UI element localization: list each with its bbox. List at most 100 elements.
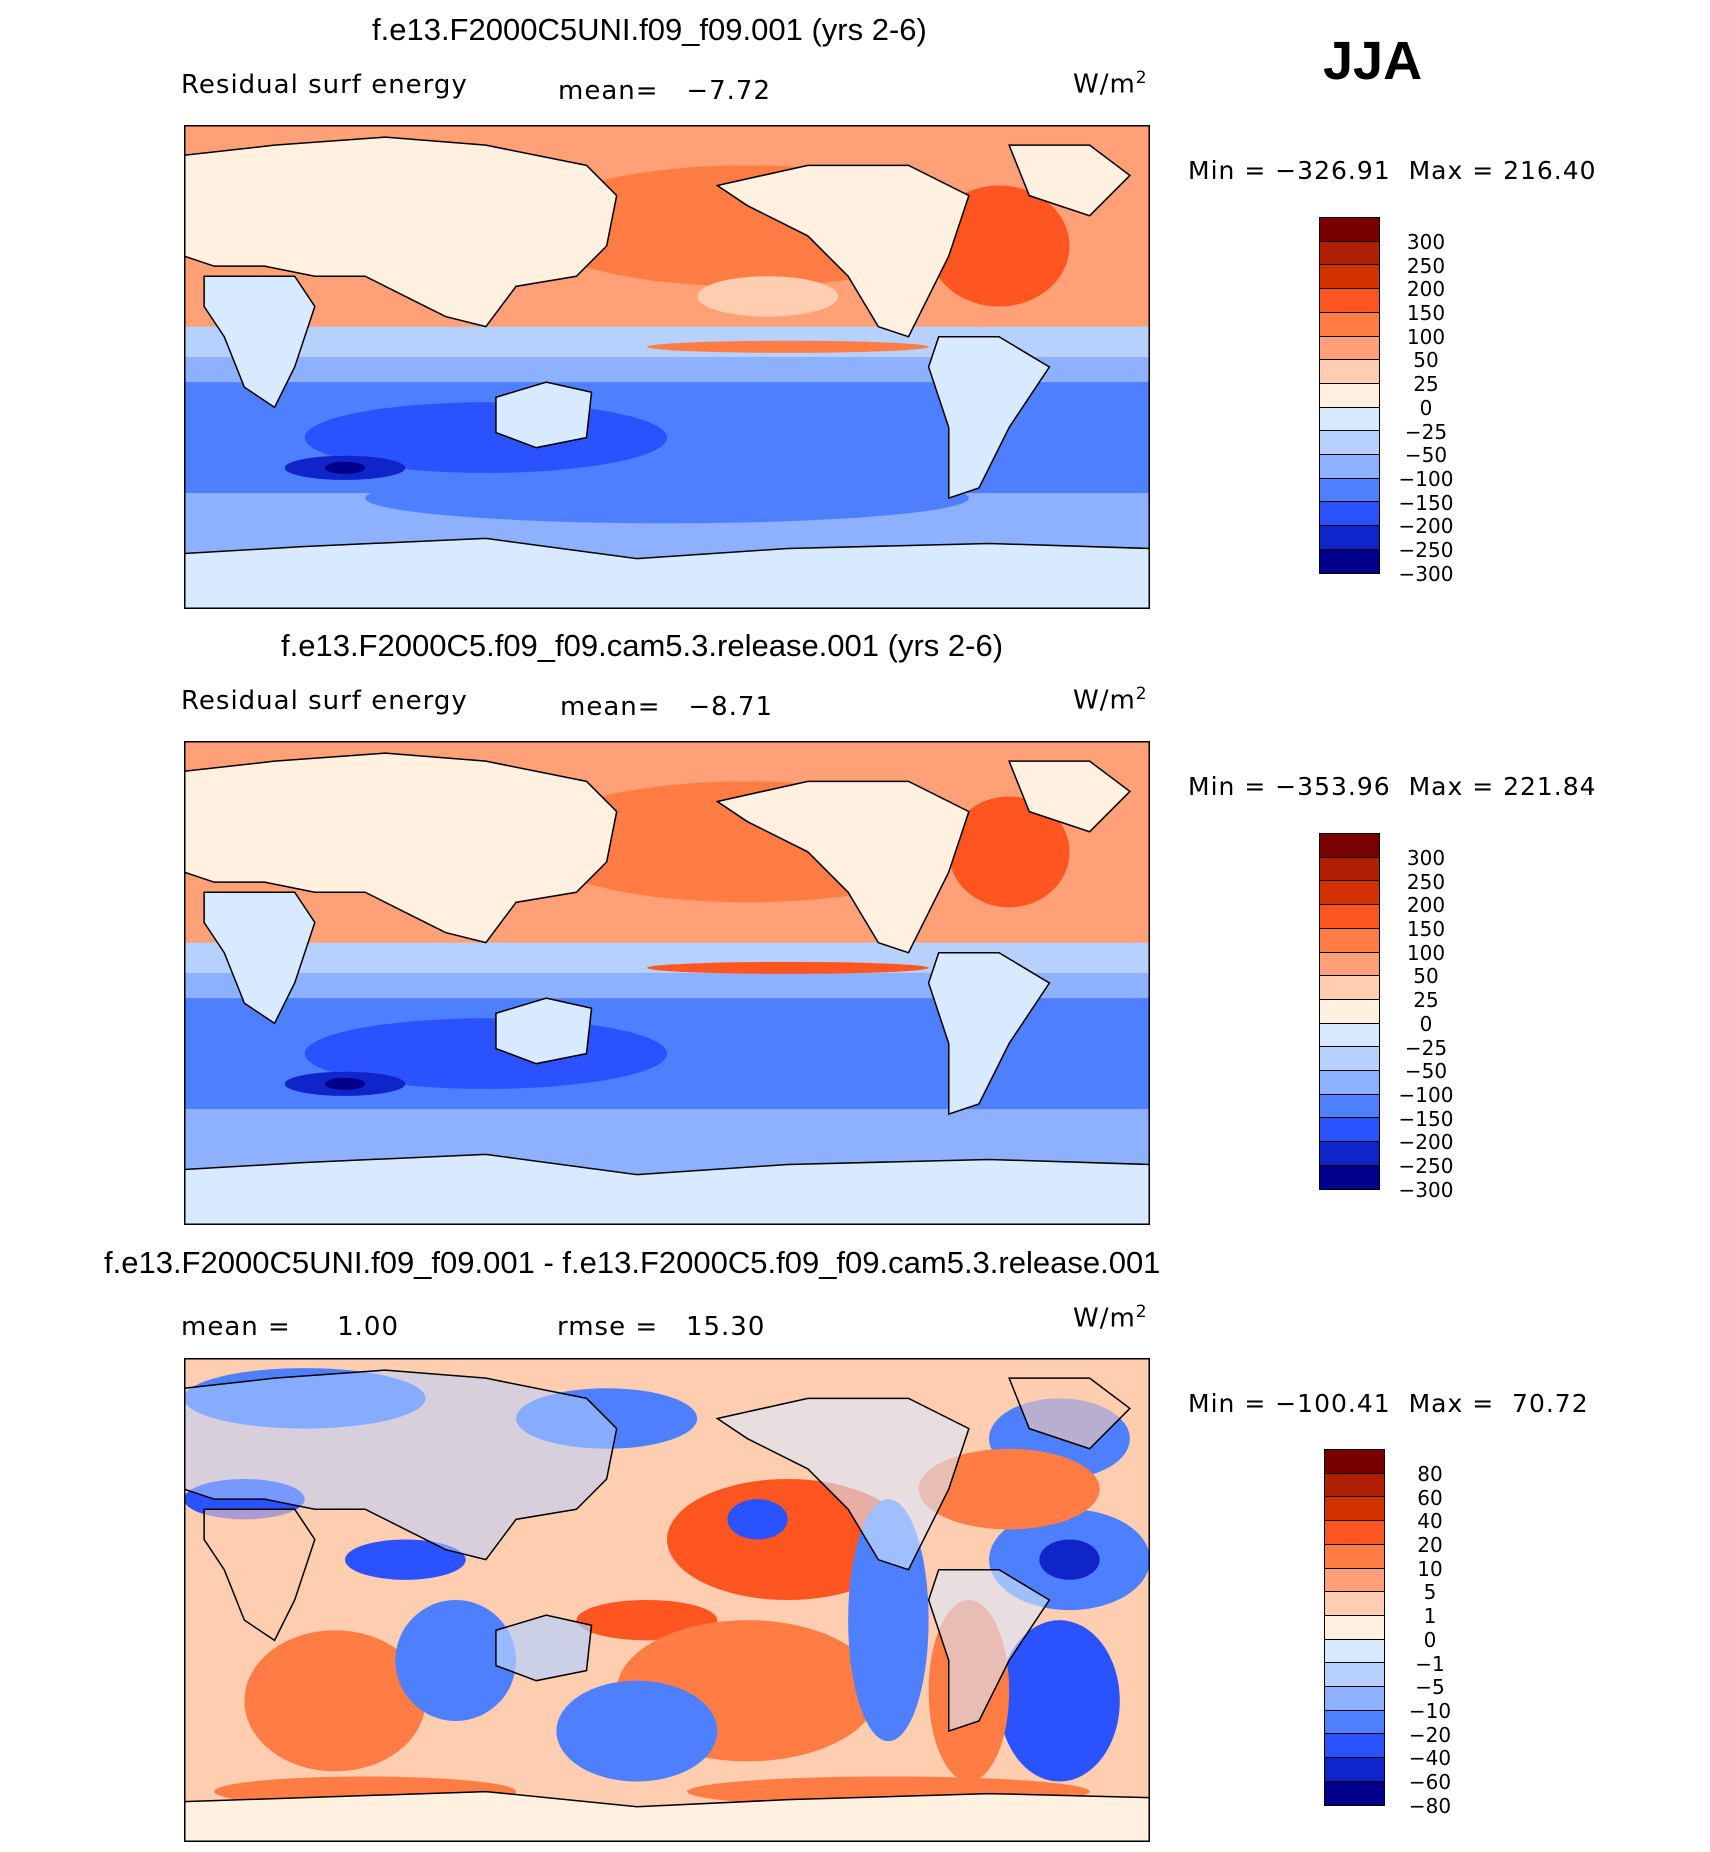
panel1-tick: −300 <box>1398 562 1454 586</box>
panel2-tick: −200 <box>1398 1130 1454 1154</box>
panel3-colorbar-box-4 <box>1324 1543 1385 1570</box>
panel2-mean-label: mean= <box>560 692 661 722</box>
panel3-tick: −40 <box>1408 1746 1452 1770</box>
panel1-tick: −50 <box>1404 443 1448 467</box>
panel3-tick: −10 <box>1408 1699 1452 1723</box>
panel3-colorbar-box-3 <box>1324 1520 1385 1546</box>
panel3-minmax: Min = −100.41 Max = 70.72 <box>1188 1389 1589 1418</box>
panel1-tick: −100 <box>1398 467 1454 491</box>
panel2-max-value: 221.84 <box>1503 772 1597 801</box>
panel2-tick: −150 <box>1398 1107 1454 1131</box>
panel3-title: f.e13.F2000C5UNI.f09_f09.001 - f.e13.F20… <box>104 1245 1161 1280</box>
panel3-tick: 40 <box>1417 1509 1443 1533</box>
panel2-variable: Residual surf energy <box>181 686 468 716</box>
panel2-colorbar-box-7 <box>1319 998 1380 1025</box>
panel1-max-value: 216.40 <box>1503 156 1597 185</box>
panel1-colorbar-box-10 <box>1319 454 1380 480</box>
panel3-tick: 0 <box>1423 1628 1437 1652</box>
panel3-min-label: Min <box>1188 1389 1236 1418</box>
panel2-colorbar-box-1 <box>1319 856 1380 882</box>
panel2-colorbar-box-2 <box>1319 880 1380 906</box>
panel1-tick: 50 <box>1413 348 1439 372</box>
panel3-units: W/m2 <box>1073 1302 1148 1334</box>
panel2-min-value: −353.96 <box>1275 772 1391 801</box>
panel3-rmse: rmse = 15.30 <box>557 1312 765 1342</box>
panel3-tick: −20 <box>1408 1723 1452 1747</box>
panel1-colorbar <box>1319 217 1380 597</box>
panel1-colorbar-box-1 <box>1319 240 1380 266</box>
panel3-tick: −5 <box>1415 1675 1445 1699</box>
panel2-tick: 50 <box>1413 964 1439 988</box>
panel1-tick: 25 <box>1413 372 1439 396</box>
panel2-tick: 300 <box>1406 846 1446 870</box>
panel3-colorbar-box-12 <box>1324 1733 1385 1759</box>
panel2-tick: −100 <box>1398 1083 1454 1107</box>
panel1-minmax: Min = −326.91 Max = 216.40 <box>1188 156 1597 185</box>
panel1-mean-label: mean= <box>558 76 659 106</box>
panel3-map <box>184 1358 1150 1842</box>
panel2-colorbar-box-14 <box>1319 1164 1380 1191</box>
panel2-colorbar-box-13 <box>1319 1141 1380 1167</box>
panel3-rmse-value: 15.30 <box>685 1312 766 1342</box>
panel2-max-label: Max <box>1408 772 1464 801</box>
panel3-colorbar-box-8 <box>1324 1638 1385 1664</box>
panel1-colorbar-box-9 <box>1319 430 1380 456</box>
panel2-min-label: Min <box>1188 772 1236 801</box>
panel3-colorbar-box-2 <box>1324 1496 1385 1522</box>
panel3-tick: 1 <box>1423 1604 1437 1628</box>
panel1-colorbar-box-3 <box>1319 288 1380 314</box>
panel3-tick: 60 <box>1417 1486 1443 1510</box>
panel3-tick: 80 <box>1417 1462 1443 1486</box>
panel3-tick: 20 <box>1417 1533 1443 1557</box>
panel1-colorbar-box-0 <box>1319 217 1380 243</box>
panel1-tick: 200 <box>1406 277 1446 301</box>
panel2-tick: −25 <box>1404 1036 1448 1060</box>
panel3-tick: −60 <box>1408 1770 1452 1794</box>
panel1-max-label: Max <box>1408 156 1464 185</box>
panel1-colorbar-box-2 <box>1319 264 1380 290</box>
panel1-mean: mean= −7.72 <box>558 76 771 106</box>
panel2-tick: 0 <box>1419 1012 1433 1036</box>
panel3-colorbar-box-7 <box>1324 1614 1385 1641</box>
panel2-colorbar-box-10 <box>1319 1070 1380 1096</box>
panel1-min-value: −326.91 <box>1275 156 1391 185</box>
panel1-tick: −250 <box>1398 538 1454 562</box>
panel2-colorbar-box-11 <box>1319 1093 1380 1119</box>
panel1-colorbar-box-6 <box>1319 359 1380 385</box>
panel2-colorbar-box-3 <box>1319 904 1380 930</box>
panel2-units-text: W/m <box>1073 685 1136 716</box>
panel1-tick: 250 <box>1406 254 1446 278</box>
panel2-title: f.e13.F2000C5.f09_f09.cam5.3.release.001… <box>281 628 1004 663</box>
panel2-tick: 200 <box>1406 893 1446 917</box>
panel3-colorbar-box-6 <box>1324 1591 1385 1617</box>
panel1-colorbar-box-8 <box>1319 406 1380 432</box>
panel3-rmse-label: rmse = <box>557 1312 659 1342</box>
panel1-colorbar-box-7 <box>1319 382 1380 409</box>
panel1-min-label: Min <box>1188 156 1236 185</box>
panel2-tick: 25 <box>1413 988 1439 1012</box>
panel1-map <box>184 125 1150 609</box>
panel2-tick: −50 <box>1404 1059 1448 1083</box>
panel1-colorbar-box-4 <box>1319 311 1380 338</box>
panel1-tick: 150 <box>1406 301 1446 325</box>
panel3-tick: 5 <box>1423 1580 1437 1604</box>
panel3-colorbar-box-14 <box>1324 1780 1385 1807</box>
panel2-tick: 150 <box>1406 917 1446 941</box>
panel2-tick: 250 <box>1406 870 1446 894</box>
panel1-tick: −25 <box>1404 420 1448 444</box>
panel2-mean: mean= −8.71 <box>560 692 773 722</box>
panel3-mean: mean = 1.00 <box>181 1312 399 1342</box>
panel2-units: W/m2 <box>1073 684 1148 716</box>
panel1-colorbar-box-12 <box>1319 501 1380 527</box>
panel3-colorbar-box-10 <box>1324 1686 1385 1712</box>
panel1-tick: 100 <box>1406 325 1446 349</box>
panel3-max-value: 70.72 <box>1512 1389 1589 1418</box>
panel3-units-sup: 2 <box>1135 1302 1148 1322</box>
panel3-colorbar-box-13 <box>1324 1757 1385 1783</box>
panel1-title: f.e13.F2000C5UNI.f09_f09.001 (yrs 2-6) <box>372 12 927 47</box>
panel2-colorbar-box-5 <box>1319 951 1380 977</box>
season-label: JJA <box>1323 31 1423 91</box>
panel3-min-value: −100.41 <box>1275 1389 1391 1418</box>
panel3-colorbar-box-5 <box>1324 1567 1385 1593</box>
panel1-tick: 0 <box>1419 396 1433 420</box>
